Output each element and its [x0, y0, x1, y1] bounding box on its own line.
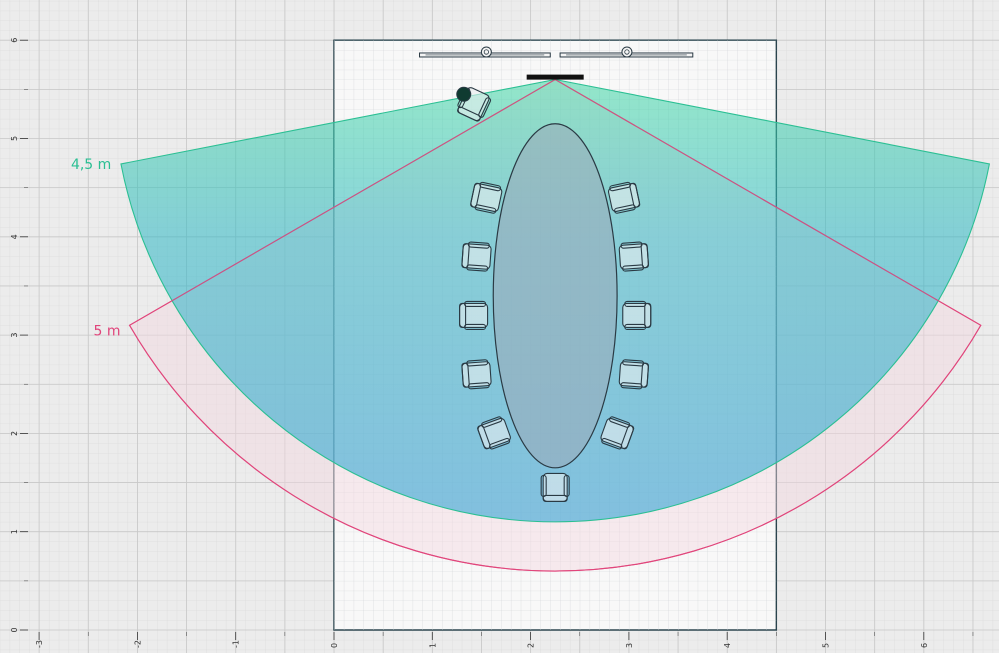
x-tick-label: -1	[232, 640, 241, 648]
y-tick-label: 0	[10, 627, 19, 632]
x-tick-label: 6	[920, 643, 929, 648]
wall-display	[559, 46, 694, 58]
furniture	[419, 46, 694, 503]
chair	[461, 359, 492, 390]
chair	[622, 300, 652, 330]
x-tick-label: -2	[133, 640, 142, 648]
chair	[470, 181, 503, 214]
x-tick-label: -3	[35, 640, 44, 648]
chair	[618, 359, 649, 390]
person-marker	[456, 86, 472, 102]
y-tick-label: 6	[10, 38, 19, 43]
chair	[477, 416, 511, 450]
chair	[618, 241, 649, 272]
x-tick-label: 2	[527, 643, 536, 648]
chair	[607, 181, 641, 214]
chair	[600, 416, 635, 450]
x-tick-label: 3	[625, 643, 634, 648]
conference-table	[492, 123, 618, 469]
coverage-outline-5m	[128, 78, 982, 572]
camera-bar	[526, 74, 584, 80]
y-tick-label: 1	[10, 529, 19, 534]
x-tick-label: 0	[330, 643, 339, 648]
range-label-5m: 5 m	[94, 323, 121, 339]
x-tick-label: 5	[822, 643, 831, 648]
chair	[461, 241, 492, 272]
chair	[540, 472, 570, 503]
y-tick-label: 4	[10, 234, 19, 239]
wall-display	[419, 46, 551, 58]
range-label-4-5m: 4,5 m	[71, 157, 111, 173]
y-tick-label: 2	[10, 431, 19, 436]
axes: -3 -2 -1 0 1 2 3 4 5 6 0 1 2 3 4 5 6	[10, 38, 974, 648]
x-tick-label: 4	[723, 643, 732, 648]
x-tick-label: 1	[428, 643, 437, 648]
y-tick-label: 5	[10, 136, 19, 141]
chair	[459, 300, 489, 330]
y-tick-label: 3	[10, 333, 19, 338]
